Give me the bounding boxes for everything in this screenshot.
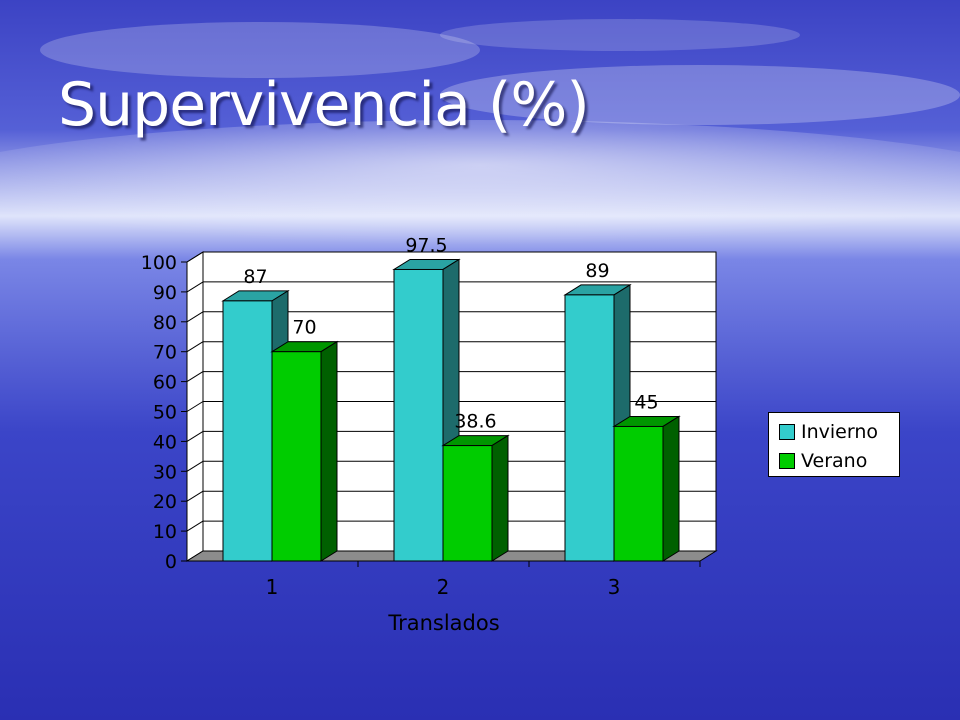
y-tick-label: 60 — [153, 372, 177, 394]
bar-invierno — [222, 300, 273, 562]
y-tick-label: 50 — [153, 402, 177, 424]
y-tick-label: 40 — [153, 431, 177, 453]
gridline-side — [186, 341, 204, 353]
x-tick-label: 2 — [437, 575, 450, 599]
bar-invierno — [393, 268, 444, 562]
legend-label-invierno: Invierno — [801, 421, 879, 443]
bar-invierno — [564, 294, 615, 562]
y-tick-label: 0 — [165, 551, 177, 573]
legend-swatch-invierno — [779, 424, 795, 440]
y-tick-label: 10 — [153, 521, 177, 543]
legend-item-invierno: Invierno — [779, 420, 878, 444]
data-label: 45 — [634, 391, 658, 413]
chart-legend: Invierno Verano — [768, 412, 900, 477]
bar-verano — [613, 425, 664, 562]
y-tick-label: 90 — [153, 282, 177, 304]
bar-verano — [442, 445, 493, 562]
bar-side-verano — [662, 415, 680, 562]
gridline-side — [186, 311, 204, 323]
x-axis-title: Translados — [387, 611, 499, 635]
bar-verano — [271, 351, 322, 562]
legend-item-verano: Verano — [779, 449, 867, 473]
data-label: 70 — [292, 317, 316, 339]
gridline-side — [186, 401, 204, 412]
y-tick-label: 70 — [153, 342, 177, 364]
bar-side-verano — [491, 434, 509, 562]
data-label: 87 — [243, 266, 267, 288]
gridline-side — [186, 281, 204, 293]
data-label: 89 — [585, 260, 609, 282]
gridline-side — [186, 430, 204, 442]
data-label: 38.6 — [454, 411, 496, 433]
gridline-side — [186, 460, 204, 472]
y-tick-label: 20 — [153, 491, 177, 513]
gridline-side — [186, 251, 204, 263]
gridline-side — [186, 490, 204, 502]
data-label: 97.5 — [405, 234, 447, 256]
slide-title: Supervivencia (%) — [58, 70, 590, 140]
x-tick-label: 1 — [266, 575, 279, 599]
y-tick-label: 100 — [141, 252, 177, 274]
legend-swatch-verano — [779, 453, 795, 469]
legend-label-verano: Verano — [801, 450, 868, 472]
bar-side-verano — [320, 340, 338, 562]
gridline-side — [186, 371, 204, 383]
y-tick-label: 80 — [153, 312, 177, 334]
gridline-side — [186, 520, 204, 532]
x-tick-label: 3 — [608, 575, 621, 599]
y-tick-label: 30 — [153, 461, 177, 483]
